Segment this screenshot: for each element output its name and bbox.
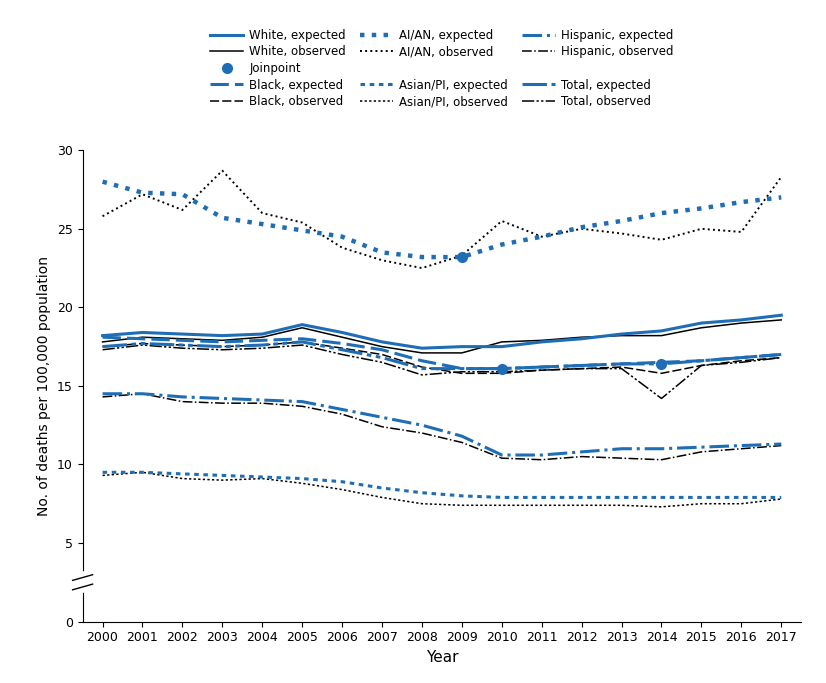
X-axis label: Year: Year [425, 650, 458, 665]
Y-axis label: No. of deaths per 100,000 population: No. of deaths per 100,000 population [37, 256, 51, 516]
Legend: White, expected, White, observed, Joinpoint, Black, expected, Black, observed, ,: White, expected, White, observed, Joinpo… [211, 29, 673, 124]
